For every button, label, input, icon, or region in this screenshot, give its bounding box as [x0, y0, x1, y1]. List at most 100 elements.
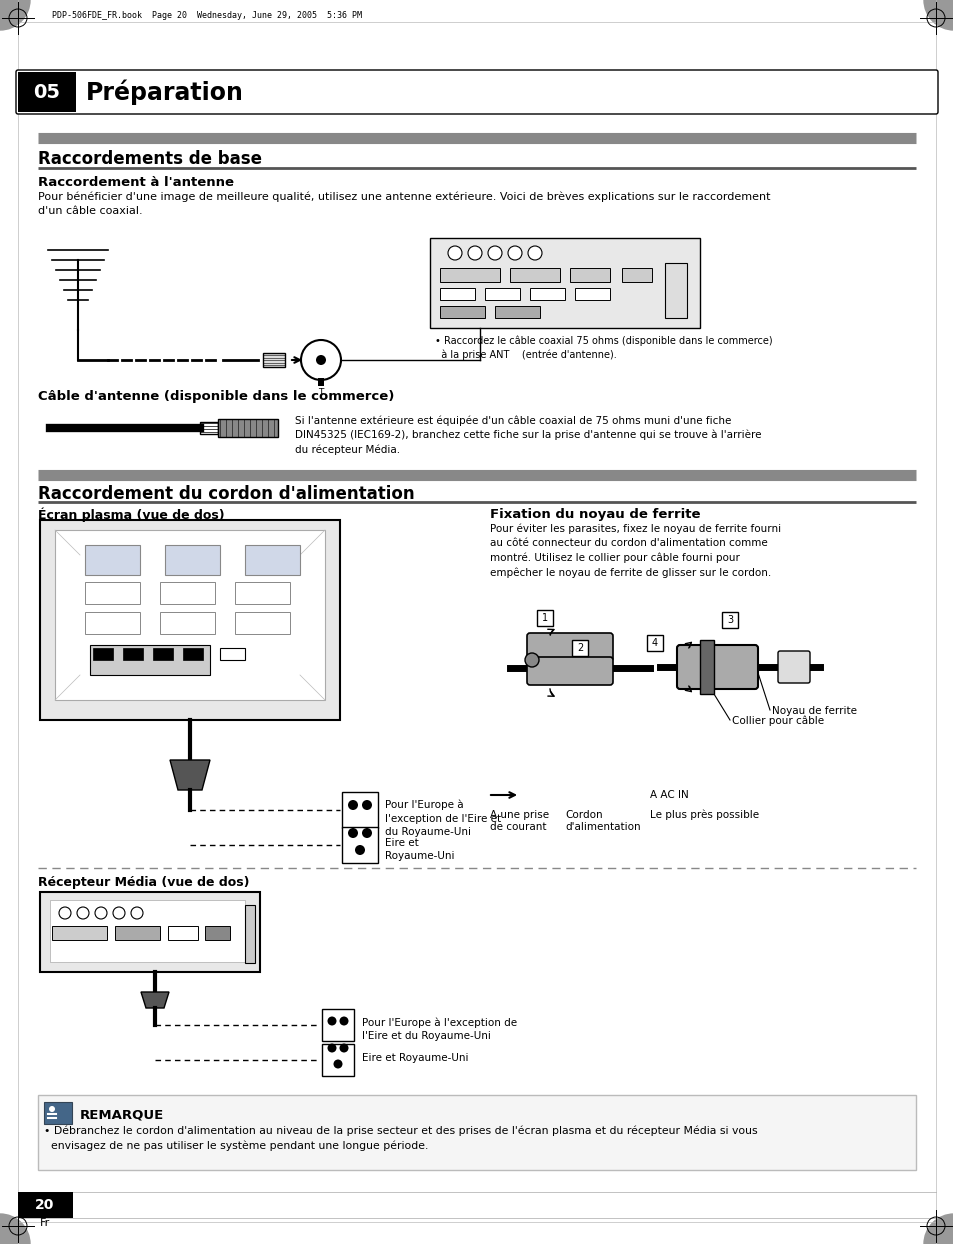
Text: Récepteur Média (vue de dos): Récepteur Média (vue de dos)	[38, 876, 250, 889]
FancyBboxPatch shape	[677, 644, 758, 689]
Circle shape	[95, 907, 107, 919]
Text: Le plus près possible: Le plus près possible	[649, 810, 759, 821]
Bar	[160, 612, 214, 634]
Text: Raccordements de base: Raccordements de base	[38, 151, 262, 168]
Bar	[234, 612, 290, 634]
Bar	[44, 1102, 71, 1125]
Text: Eire et Royaume-Uni: Eire et Royaume-Uni	[361, 1052, 468, 1064]
Text: • Débranchez le cordon d'alimentation au niveau de la prise secteur et des prise: • Débranchez le cordon d'alimentation au…	[44, 1126, 757, 1151]
Text: Pour bénéficier d'une image de meilleure qualité, utilisez une antenne extérieur: Pour bénéficier d'une image de meilleure…	[38, 192, 770, 216]
Circle shape	[923, 1214, 953, 1244]
Text: REMARQUE: REMARQUE	[80, 1108, 164, 1121]
Circle shape	[59, 907, 71, 919]
Bar	[721, 612, 738, 628]
Circle shape	[488, 246, 501, 260]
Circle shape	[507, 246, 521, 260]
Bar	[123, 648, 143, 661]
Text: PDP-506FDE_FR.book  Page 20  Wednesday, June 29, 2005  5:36 PM: PDP-506FDE_FR.book Page 20 Wednesday, Ju…	[52, 11, 361, 20]
Text: • Raccordez le câble coaxial 75 ohms (disponible dans le commerce): • Raccordez le câble coaxial 75 ohms (di…	[435, 336, 772, 347]
Bar	[439, 289, 475, 300]
Circle shape	[448, 246, 461, 260]
Bar	[245, 545, 299, 575]
Bar	[621, 267, 651, 282]
Text: Câble d'antenne (disponible dans le commerce): Câble d'antenne (disponible dans le comm…	[38, 391, 394, 403]
Bar	[18, 1192, 73, 1218]
Circle shape	[301, 340, 340, 379]
Text: 20: 20	[35, 1198, 54, 1212]
Text: Pour l'Europe à l'exception de
l'Eire et du Royaume-Uni: Pour l'Europe à l'exception de l'Eire et…	[361, 1018, 517, 1041]
Text: Noyau de ferrite: Noyau de ferrite	[771, 707, 856, 717]
Bar	[168, 926, 198, 940]
Text: A AC IN: A AC IN	[649, 790, 688, 800]
Circle shape	[527, 246, 541, 260]
Text: Collier pour câble: Collier pour câble	[731, 717, 823, 726]
Circle shape	[77, 907, 89, 919]
Circle shape	[468, 246, 481, 260]
Bar	[575, 289, 609, 300]
Circle shape	[0, 0, 30, 30]
Text: 1: 1	[541, 613, 547, 623]
Text: 4: 4	[651, 638, 658, 648]
Polygon shape	[170, 760, 210, 790]
Bar	[40, 520, 339, 720]
Bar	[50, 899, 245, 962]
Bar	[165, 545, 220, 575]
Bar	[40, 892, 260, 972]
Bar	[572, 639, 587, 656]
Text: Eire et
Royaume-Uni: Eire et Royaume-Uni	[385, 838, 454, 861]
Bar	[322, 1044, 354, 1076]
FancyBboxPatch shape	[16, 70, 937, 114]
Text: 2: 2	[577, 643, 582, 653]
Bar	[484, 289, 519, 300]
Text: Cordon
d'alimentation: Cordon d'alimentation	[564, 810, 640, 832]
Bar	[90, 644, 210, 675]
Bar	[317, 378, 324, 386]
Text: Si l'antenne extérieure est équipée d'un câble coaxial de 75 ohms muni d'une fic: Si l'antenne extérieure est équipée d'un…	[294, 415, 760, 455]
Bar	[569, 267, 609, 282]
Text: T: T	[318, 388, 323, 397]
Bar	[530, 289, 564, 300]
Bar	[646, 634, 662, 651]
Bar	[322, 1009, 354, 1041]
Circle shape	[334, 1060, 342, 1069]
Text: Fr: Fr	[40, 1218, 51, 1228]
Polygon shape	[141, 991, 169, 1008]
Text: Pour l'Europe à
l'exception de l'Eire et
du Royaume-Uni: Pour l'Europe à l'exception de l'Eire et…	[385, 800, 500, 837]
Bar	[700, 639, 713, 694]
Bar	[85, 582, 140, 605]
Text: Raccordement du cordon d'alimentation: Raccordement du cordon d'alimentation	[38, 485, 415, 503]
Text: 3: 3	[726, 615, 732, 624]
Bar	[664, 262, 686, 318]
Text: Pour éviter les parasites, fixez le noyau de ferrite fourni
au côté connecteur d: Pour éviter les parasites, fixez le noya…	[490, 524, 781, 578]
FancyBboxPatch shape	[526, 633, 613, 661]
Bar	[220, 648, 245, 661]
Circle shape	[327, 1016, 336, 1025]
Bar	[115, 926, 160, 940]
FancyBboxPatch shape	[526, 657, 613, 685]
Bar	[52, 926, 107, 940]
Bar	[537, 610, 553, 626]
Text: Raccordement à l'antenne: Raccordement à l'antenne	[38, 175, 233, 189]
Text: Préparation: Préparation	[86, 80, 244, 104]
Bar	[152, 648, 172, 661]
Circle shape	[327, 1044, 336, 1052]
Circle shape	[923, 0, 953, 30]
Bar	[85, 612, 140, 634]
Bar	[85, 545, 140, 575]
Bar	[341, 792, 377, 829]
Bar	[234, 582, 290, 605]
Bar	[55, 530, 325, 700]
Circle shape	[315, 355, 326, 364]
Bar	[510, 267, 559, 282]
Text: A une prise
de courant: A une prise de courant	[490, 810, 549, 832]
Circle shape	[524, 653, 538, 667]
Circle shape	[361, 829, 372, 838]
Circle shape	[355, 845, 365, 855]
Bar	[200, 422, 218, 434]
Bar	[38, 1095, 915, 1171]
Bar	[263, 353, 285, 367]
Circle shape	[131, 907, 143, 919]
Bar	[245, 904, 254, 963]
Bar	[341, 827, 377, 863]
Bar	[430, 238, 700, 328]
